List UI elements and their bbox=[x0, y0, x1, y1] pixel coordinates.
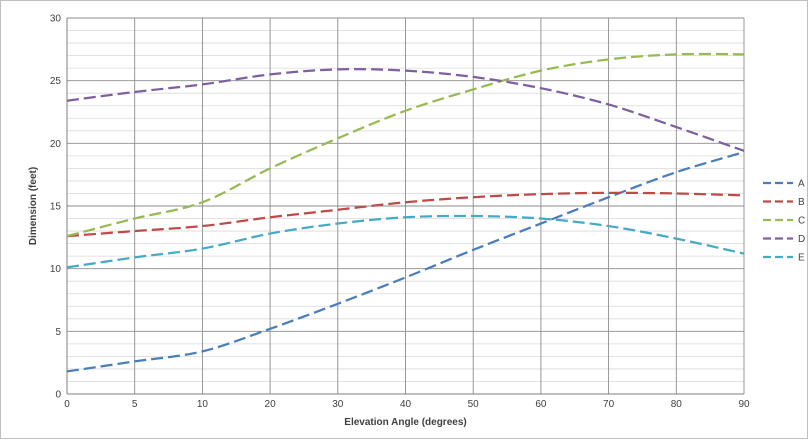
series-line-c bbox=[66, 52, 745, 238]
x-tick-label: 5 bbox=[132, 399, 138, 410]
y-tick-label: 30 bbox=[50, 14, 62, 25]
x-tick-label: 20 bbox=[265, 399, 277, 410]
y-tick-label: 15 bbox=[50, 202, 62, 213]
series-line-d bbox=[66, 68, 745, 152]
y-tick-label: 25 bbox=[50, 76, 62, 87]
series-line-b bbox=[66, 191, 745, 238]
x-axis-title: Elevation Angle (degrees) bbox=[344, 417, 466, 428]
tick-labels: 0 5 10 15 20 25 30 0 5 10 20 30 40 50 60 70 80 90 bbox=[50, 14, 750, 411]
x-tick-label: 90 bbox=[738, 399, 750, 410]
x-tick-label: 60 bbox=[535, 399, 547, 410]
y-tick-label: 5 bbox=[55, 327, 61, 338]
axes bbox=[66, 18, 744, 395]
series-lines bbox=[66, 52, 745, 373]
y-tick-label: 0 bbox=[55, 390, 61, 401]
x-tick-label: 80 bbox=[671, 399, 683, 410]
x-tick-label: 10 bbox=[197, 399, 209, 410]
legend-label-e: E bbox=[798, 253, 805, 264]
x-tick-label: 40 bbox=[400, 399, 412, 410]
y-axis-title: Dimension (feet) bbox=[28, 167, 39, 245]
x-tick-label: 70 bbox=[603, 399, 615, 410]
x-tick-label: 30 bbox=[332, 399, 344, 410]
legend-label-a: A bbox=[798, 179, 805, 190]
major-gridlines bbox=[66, 17, 745, 395]
x-tick-label: 50 bbox=[468, 399, 480, 410]
legend-label-c: C bbox=[798, 216, 805, 227]
y-tick-label: 20 bbox=[50, 139, 62, 150]
legend-label-d: D bbox=[798, 234, 805, 245]
legend-label-b: B bbox=[798, 197, 805, 208]
series-line-e bbox=[66, 214, 745, 269]
y-tick-label: 10 bbox=[50, 264, 62, 275]
x-tick-label: 0 bbox=[64, 399, 70, 410]
